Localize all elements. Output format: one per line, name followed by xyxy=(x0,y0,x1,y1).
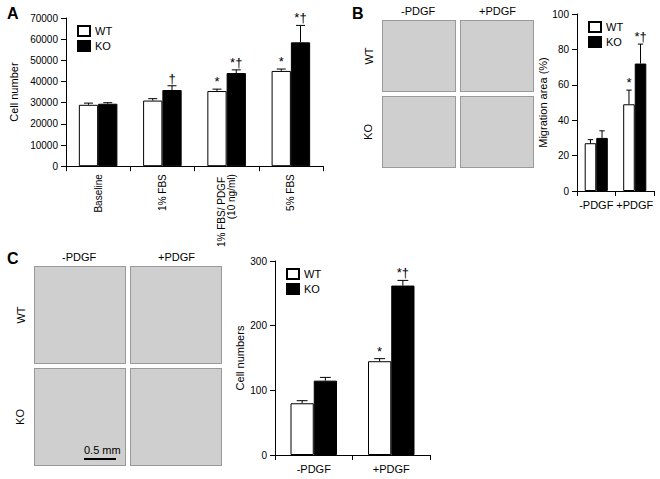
svg-text:60: 60 xyxy=(558,79,570,90)
html-text:WT: WT xyxy=(362,47,375,65)
svg-text:20000: 20000 xyxy=(30,118,58,129)
svg-text:60000: 60000 xyxy=(30,34,58,45)
html-text:0.5 mm: 0.5 mm xyxy=(84,444,121,456)
svg-text:+PDGF: +PDGF xyxy=(373,463,410,475)
svg-text:50000: 50000 xyxy=(30,55,58,66)
svg-text:*†: *† xyxy=(294,10,306,25)
svg-text:WT: WT xyxy=(304,268,321,280)
svg-text:40000: 40000 xyxy=(30,76,58,87)
svg-text:+PDGF: +PDGF xyxy=(616,199,653,211)
svg-text:200: 200 xyxy=(250,320,267,331)
svg-text:0: 0 xyxy=(563,186,569,197)
svg-text:WT: WT xyxy=(95,25,112,37)
svg-text:C: C xyxy=(7,250,19,267)
svg-text:0: 0 xyxy=(52,161,58,172)
svg-text:100: 100 xyxy=(552,9,569,20)
svg-text:(10 ng/ml): (10 ng/ml) xyxy=(226,174,237,219)
html-text:+PDGF: +PDGF xyxy=(158,251,195,263)
html-text:KO: KO xyxy=(14,409,26,425)
svg-text:-PDGF: -PDGF xyxy=(579,199,614,211)
svg-text:WT: WT xyxy=(606,21,623,33)
html-text:KO: KO xyxy=(362,124,374,140)
svg-text:70000: 70000 xyxy=(30,13,58,24)
svg-text:Baseline: Baseline xyxy=(93,174,104,213)
svg-text:KO: KO xyxy=(304,283,320,295)
svg-text:*: * xyxy=(377,344,382,359)
svg-text:30000: 30000 xyxy=(30,97,58,108)
svg-text:KO: KO xyxy=(95,40,111,52)
html-text:WT: WT xyxy=(14,306,27,324)
svg-text:†: † xyxy=(168,71,175,86)
svg-text:Cell numbers: Cell numbers xyxy=(234,325,246,390)
svg-text:Migration area (%): Migration area (%) xyxy=(537,57,549,147)
svg-text:A: A xyxy=(7,5,19,22)
svg-text:1% FBS: 1% FBS xyxy=(157,174,168,211)
html-text:-PDGF: -PDGF xyxy=(62,251,97,263)
svg-text:100: 100 xyxy=(250,385,267,396)
svg-text:10000: 10000 xyxy=(30,140,58,151)
svg-text:1% FBS/ PDGF: 1% FBS/ PDGF xyxy=(216,174,228,247)
html-text:+PDGF: +PDGF xyxy=(479,5,516,17)
html-text:-PDGF: -PDGF xyxy=(401,5,436,17)
svg-text:*†: *† xyxy=(230,55,242,70)
svg-text:20: 20 xyxy=(558,150,570,161)
svg-text:B: B xyxy=(352,5,364,22)
svg-text:0: 0 xyxy=(261,450,267,461)
svg-text:KO: KO xyxy=(606,36,622,48)
svg-text:*†: *† xyxy=(397,265,409,280)
svg-text:*: * xyxy=(626,75,631,90)
svg-text:*†: *† xyxy=(634,29,646,44)
svg-text:40: 40 xyxy=(558,115,570,126)
svg-text:*: * xyxy=(279,54,284,69)
svg-text:Cell number: Cell number xyxy=(8,62,20,122)
svg-text:*: * xyxy=(214,74,219,89)
svg-text:80: 80 xyxy=(558,44,570,55)
svg-text:300: 300 xyxy=(250,256,267,267)
svg-text:5% FBS: 5% FBS xyxy=(285,174,296,211)
svg-text:-PDGF: -PDGF xyxy=(297,463,332,475)
